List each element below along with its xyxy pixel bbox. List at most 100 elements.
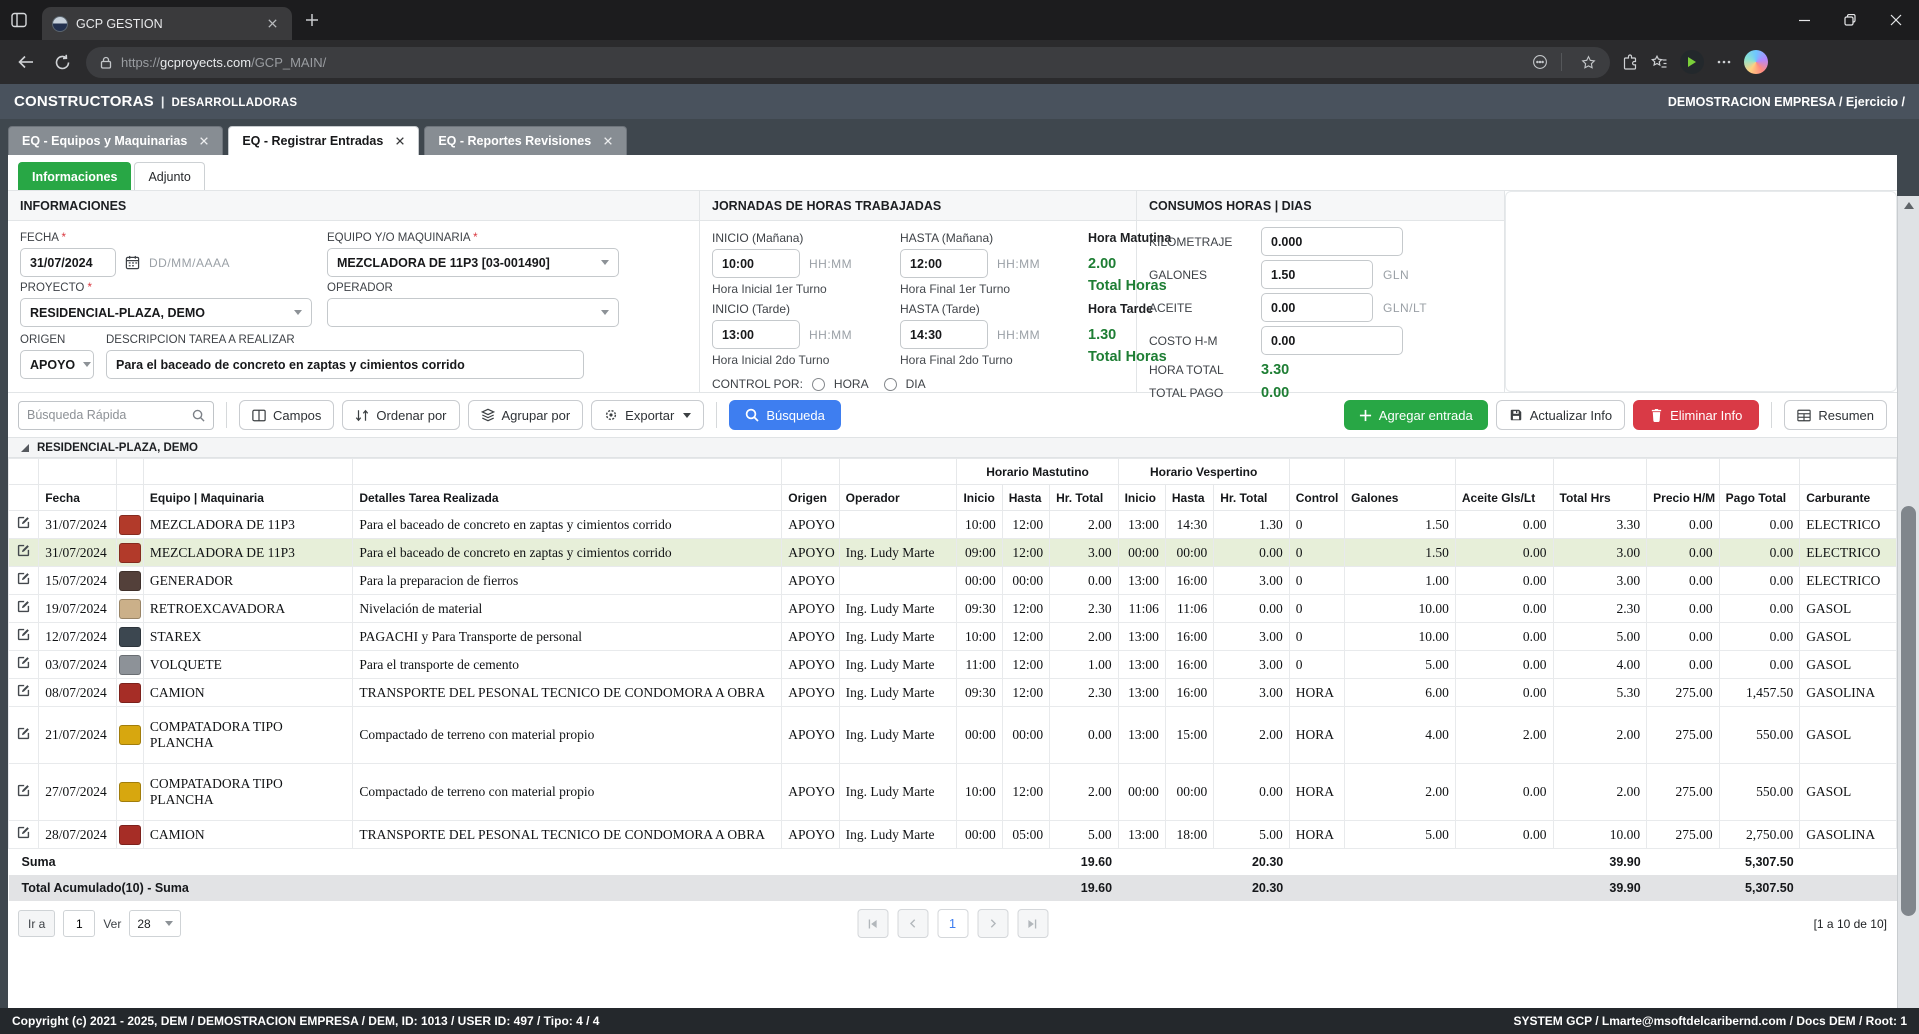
group-header[interactable]: RESIDENCIAL-PLAZA, DEMO	[8, 437, 1897, 458]
edit-row-button[interactable]	[16, 543, 31, 558]
new-tab-button[interactable]	[302, 10, 322, 30]
costo-input[interactable]	[1261, 326, 1403, 355]
hasta-tarde-input[interactable]	[900, 320, 988, 349]
browser-tab[interactable]: GCP GESTION	[42, 7, 292, 40]
inicio-tarde-input[interactable]	[712, 320, 800, 349]
proyecto-select[interactable]: RESIDENCIAL-PLAZA, DEMO	[20, 298, 312, 327]
close-window-button[interactable]	[1873, 0, 1919, 40]
subtab-informaciones[interactable]: Informaciones	[18, 162, 132, 190]
column-header[interactable]: Control	[1288, 484, 1346, 511]
galones-input[interactable]	[1261, 260, 1373, 289]
scroll-up-icon[interactable]	[1903, 202, 1914, 209]
module-tab[interactable]: EQ - Equipos y Maquinarias	[8, 126, 224, 155]
exportar-button[interactable]: Exportar	[591, 400, 705, 430]
module-tab-close-icon[interactable]	[603, 136, 613, 146]
fecha-input[interactable]	[20, 248, 116, 277]
descripcion-input[interactable]	[106, 350, 584, 379]
edit-row-button[interactable]	[16, 515, 31, 530]
equipo-select[interactable]: MEZCLADORA DE 11P3 [03-001490]	[327, 248, 619, 277]
operador-select[interactable]	[327, 298, 619, 327]
table-row[interactable]: 03/07/2024 VOLQUETE Para el transporte de …	[8, 650, 1897, 679]
edit-row-button[interactable]	[16, 627, 31, 642]
aceite-input[interactable]	[1261, 293, 1373, 322]
ordenar-button[interactable]: Ordenar por	[342, 400, 460, 430]
column-header[interactable]: Detalles Tarea Realizada	[352, 484, 783, 511]
back-icon[interactable]	[14, 53, 38, 71]
column-header[interactable]: Hasta	[1001, 484, 1051, 511]
scrollbar-thumb[interactable]	[1901, 506, 1916, 916]
column-header[interactable]: Hr. Total	[1213, 484, 1290, 511]
column-header[interactable]: Operador	[838, 484, 958, 511]
edit-row-button[interactable]	[16, 825, 31, 840]
current-page-button[interactable]: 1	[937, 909, 968, 938]
reload-icon[interactable]	[50, 54, 74, 71]
profile-avatar[interactable]	[1680, 50, 1704, 74]
inicio-manana-input[interactable]	[712, 249, 800, 278]
column-header[interactable]: Hr. Total	[1049, 484, 1119, 511]
column-header[interactable]: Fecha	[38, 484, 117, 511]
group-collapse-icon[interactable]	[21, 443, 29, 452]
kilometraje-input[interactable]	[1261, 227, 1403, 256]
calendar-icon[interactable]	[125, 255, 140, 270]
edit-row-button[interactable]	[16, 599, 31, 614]
column-header[interactable]: Pago Total	[1718, 484, 1801, 511]
radio-dia[interactable]	[883, 377, 897, 391]
url-bar[interactable]: https://gcproyects.com/GCP_MAIN/	[86, 46, 1610, 78]
column-header[interactable]: Equipo | Maquinaria	[142, 484, 354, 511]
table-row[interactable]: 15/07/2024 GENERADOR Para la preparacion d…	[8, 566, 1897, 595]
favorite-star-icon[interactable]	[1581, 54, 1596, 70]
edit-row-button[interactable]	[16, 683, 31, 698]
column-header[interactable]: Hasta	[1164, 484, 1215, 511]
radio-hora[interactable]	[811, 377, 825, 391]
table-row[interactable]: 31/07/2024 MEZCLADORA DE 11P3 Para el bace…	[8, 510, 1897, 539]
column-header[interactable]: Inicio	[1117, 484, 1166, 511]
table-row[interactable]: 28/07/2024 CAMION TRANSPORTE DEL PESONAL T…	[8, 820, 1897, 849]
column-header[interactable]: Carburante	[1799, 484, 1897, 511]
goto-page-button[interactable]: Ir a	[18, 910, 56, 937]
column-header[interactable]: Precio H/M	[1646, 484, 1720, 511]
site-permissions-icon[interactable]	[1532, 54, 1548, 70]
column-header[interactable]: Aceite Gls/Lt	[1454, 484, 1554, 511]
workspaces-icon[interactable]	[10, 11, 28, 29]
restore-button[interactable]	[1827, 0, 1873, 40]
lock-icon[interactable]	[100, 56, 112, 69]
subtab-adjunto[interactable]: Adjunto	[134, 162, 205, 190]
agregar-entrada-button[interactable]: Agregar entrada	[1343, 400, 1488, 430]
table-row[interactable]: 19/07/2024 RETROEXCAVADORA Nivelación de m…	[8, 594, 1897, 623]
table-row[interactable]: 21/07/2024 COMPATADORA TIPO PLANCHA Compac…	[8, 706, 1897, 764]
minimize-button[interactable]	[1781, 0, 1827, 40]
favorites-bar-icon[interactable]	[1651, 54, 1668, 71]
campos-button[interactable]: Campos	[239, 400, 335, 430]
column-header[interactable]: Total Hrs	[1552, 484, 1648, 511]
page-scrollbar[interactable]	[1897, 196, 1919, 1034]
hasta-manana-input[interactable]	[900, 249, 988, 278]
edit-row-button[interactable]	[16, 783, 31, 798]
busqueda-button[interactable]: Búsqueda	[729, 400, 841, 430]
column-header[interactable]: Origen	[781, 484, 840, 511]
edit-row-button[interactable]	[16, 571, 31, 586]
module-tab-close-icon[interactable]	[395, 136, 405, 146]
table-row[interactable]: 31/07/2024 MEZCLADORA DE 11P3 Para el bace…	[8, 538, 1897, 567]
extensions-icon[interactable]	[1622, 53, 1639, 71]
more-menu-icon[interactable]	[1716, 54, 1732, 70]
table-row[interactable]: 08/07/2024 CAMION TRANSPORTE DEL PESONAL T…	[8, 678, 1897, 707]
column-header[interactable]: Galones	[1344, 484, 1456, 511]
quick-search-box[interactable]	[18, 400, 214, 430]
module-tab-close-icon[interactable]	[199, 136, 209, 146]
agrupar-button[interactable]: Agrupar por	[467, 400, 584, 430]
actualizar-info-button[interactable]: Actualizar Info	[1495, 400, 1626, 430]
table-row[interactable]: 27/07/2024 COMPATADORA TIPO PLANCHA Compac…	[8, 763, 1897, 821]
prev-page-button[interactable]	[897, 909, 928, 938]
page-size-select[interactable]: 28	[129, 910, 182, 937]
module-tab[interactable]: EQ - Reportes Revisiones	[424, 126, 628, 155]
copilot-icon[interactable]	[1744, 50, 1768, 74]
edit-row-button[interactable]	[16, 655, 31, 670]
table-row[interactable]: 12/07/2024 STAREX PAGACHI y Para Transport…	[8, 622, 1897, 651]
origen-select[interactable]: APOYO	[20, 350, 94, 379]
goto-page-input[interactable]	[63, 910, 96, 937]
quick-search-input[interactable]	[27, 408, 186, 422]
edit-row-button[interactable]	[16, 726, 31, 741]
module-tab[interactable]: EQ - Registrar Entradas	[228, 126, 420, 155]
last-page-button[interactable]	[1017, 909, 1048, 938]
column-header[interactable]: Inicio	[956, 484, 1003, 511]
